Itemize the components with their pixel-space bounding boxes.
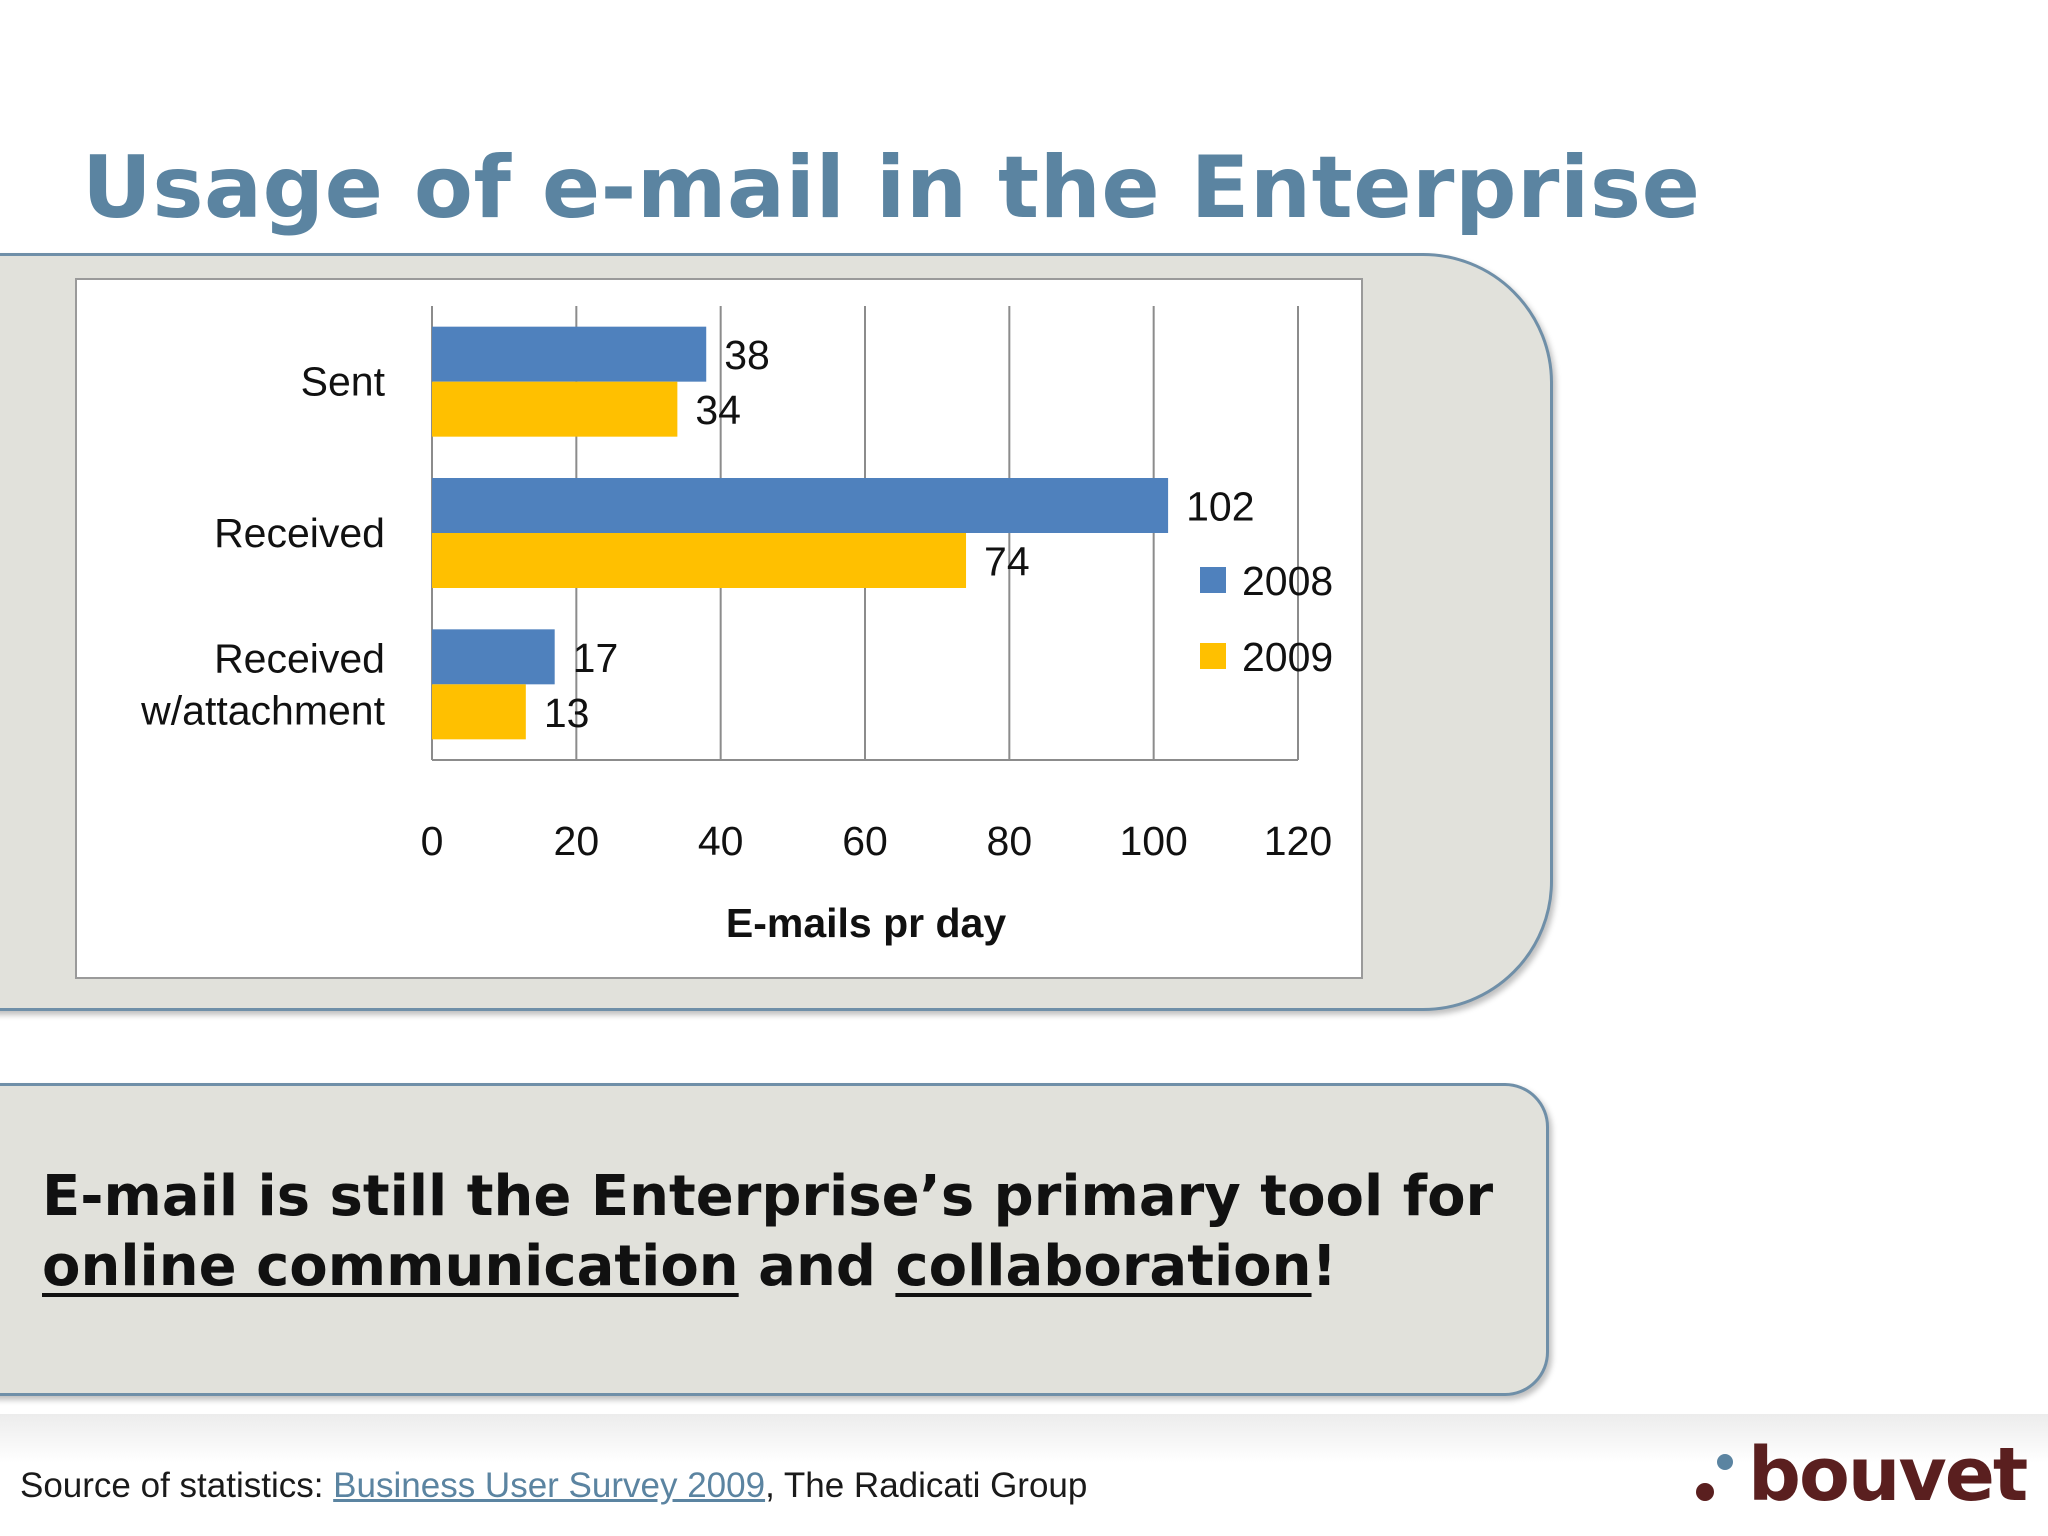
source-citation: Source of statistics: Business User Surv…	[20, 1466, 1087, 1506]
x-tick-label-40: 40	[698, 818, 744, 864]
x-tick-label-60: 60	[842, 818, 888, 864]
message-link-collaboration: collaboration	[895, 1234, 1312, 1299]
bar-2009-0	[432, 381, 678, 437]
x-axis-title: E-mails pr day	[726, 900, 1006, 946]
chart-frame	[75, 278, 1363, 979]
legend-label-2009: 2009	[1242, 634, 1333, 680]
legend-swatch-2008	[1200, 567, 1226, 593]
source-prefix: Source of statistics:	[20, 1466, 334, 1505]
message-line1: E-mail is still the Enterprise’s primary…	[42, 1164, 1494, 1229]
bar-2009-1	[432, 533, 967, 588]
x-tick-label-80: 80	[987, 818, 1033, 864]
message-and: and	[738, 1234, 896, 1299]
x-tick-label-100: 100	[1119, 818, 1187, 864]
message-link-online-communication: online communication	[42, 1234, 739, 1299]
bar-2008-2	[432, 629, 555, 685]
data-label-2008-2: 17	[573, 635, 619, 681]
key-message: E-mail is still the Enterprise’s primary…	[42, 1162, 1542, 1302]
category-label-0-0: Sent	[301, 359, 386, 405]
data-label-2008-1: 102	[1186, 484, 1254, 530]
bar-2008-0	[432, 326, 707, 382]
logo-dot-accent	[1717, 1454, 1733, 1470]
data-label-2009-2: 13	[544, 690, 590, 736]
footer-band	[0, 1414, 2048, 1536]
logo-dot-small	[1696, 1483, 1714, 1501]
x-tick-label-120: 120	[1264, 818, 1332, 864]
data-label-2008-0: 38	[724, 332, 770, 378]
logo-wordmark: bouvet	[1748, 1432, 2028, 1518]
category-label-2-0: Received	[214, 635, 385, 681]
data-label-2009-0: 34	[695, 387, 741, 433]
source-link[interactable]: Business User Survey 2009	[333, 1466, 766, 1505]
category-label-1-0: Received	[214, 510, 385, 556]
bar-2009-2	[432, 684, 526, 740]
legend-swatch-2009	[1200, 643, 1226, 669]
bar-2008-1	[432, 478, 1169, 533]
source-suffix: , The Radicati Group	[765, 1466, 1088, 1505]
legend-label-2008: 2008	[1242, 558, 1333, 604]
x-tick-label-0: 0	[421, 818, 444, 864]
message-exclamation: !	[1311, 1234, 1338, 1299]
message-panel	[0, 1083, 1549, 1396]
slide-title: Usage of e-mail in the Enterprise	[82, 138, 1701, 238]
category-label-2-1: w/attachment	[140, 687, 385, 733]
bouvet-logo	[1696, 1454, 1733, 1501]
data-label-2009-1: 74	[984, 539, 1030, 585]
x-tick-label-20: 20	[554, 818, 600, 864]
